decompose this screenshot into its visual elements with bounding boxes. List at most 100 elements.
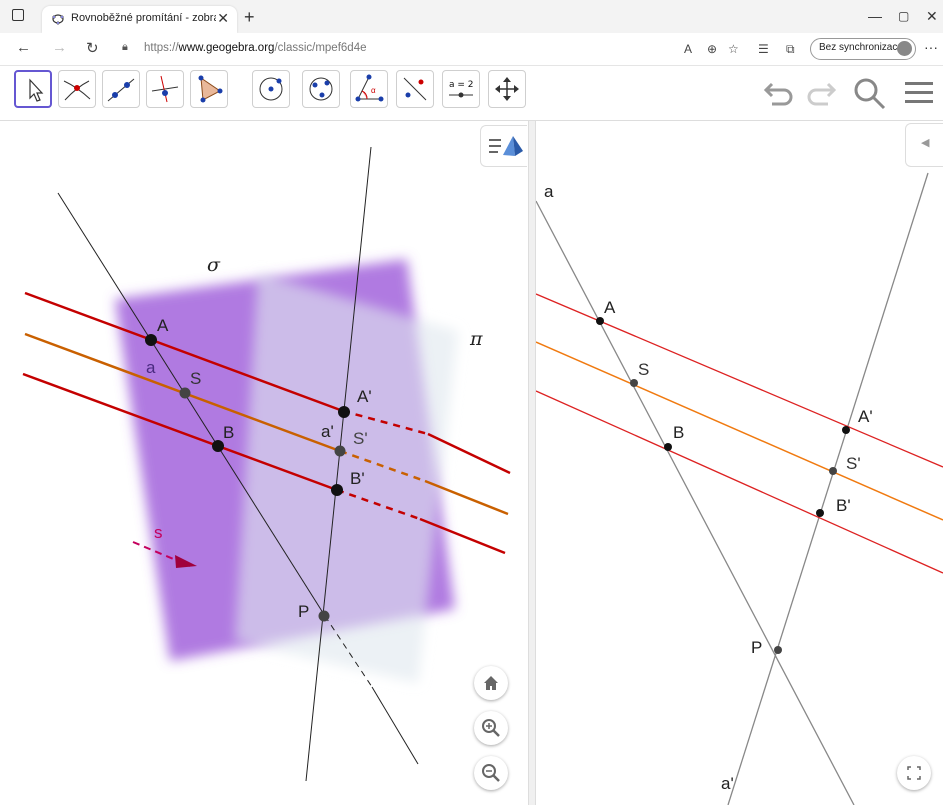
menu-icon[interactable] [903, 78, 935, 108]
point-B[interactable] [664, 443, 672, 451]
point-A[interactable] [596, 317, 604, 325]
refresh-icon[interactable]: ↻ [86, 40, 99, 57]
line-a [536, 200, 855, 805]
slider-tool-button[interactable]: a = 2 [442, 70, 480, 108]
fullscreen-button[interactable] [897, 756, 931, 790]
new-tab-icon[interactable]: + [244, 7, 255, 27]
conic-tool-button[interactable] [302, 70, 340, 108]
algebra-panel-toggle[interactable]: ◀ [905, 123, 943, 167]
favorites-list-icon[interactable]: ☰ [758, 42, 769, 56]
more-icon[interactable]: ··· [924, 39, 938, 55]
address-bar-row: ← → ↻ 🔒︎ https://www.geogebra.org/classi… [0, 33, 943, 66]
graphics-2d-canvas: a A S B A' S' B' P a' [536, 172, 943, 805]
home-button[interactable] [474, 666, 508, 700]
fullscreen-icon [907, 766, 921, 780]
favorite-icon[interactable]: ☆ [728, 42, 739, 56]
line-a-dashed [324, 615, 373, 688]
intersect-tool-button[interactable] [58, 70, 96, 108]
label-P: P [751, 638, 762, 657]
url-host: www.geogebra.org [178, 42, 275, 54]
sync-button[interactable]: Bez synchronizace [810, 38, 916, 60]
perpendicular-icon [151, 75, 179, 103]
slider-label: a = 2 [449, 80, 474, 90]
graphics-view-3d[interactable]: σ π A a S B A' a' S' B' s P [0, 121, 528, 805]
point-P[interactable] [774, 646, 782, 654]
geogebra-favicon-icon [52, 14, 64, 25]
point-S[interactable] [179, 387, 191, 399]
maximize-icon[interactable]: ▢ [898, 9, 910, 23]
tab-actions-icon[interactable] [12, 9, 24, 21]
label-a-prime: a' [721, 774, 734, 793]
view-divider[interactable] [528, 121, 536, 805]
search-icon[interactable] [852, 76, 888, 110]
label-a-prime: a' [321, 422, 334, 441]
line-A-parallel-tail [427, 432, 511, 475]
reflect-tool-button[interactable] [396, 70, 434, 108]
line-A-parallel [536, 293, 943, 468]
back-icon[interactable]: ← [16, 39, 31, 56]
graphics-view-2d[interactable]: a A S B A' S' B' P a' ◀ [536, 121, 943, 805]
line-a-prime [727, 172, 929, 805]
point-S-prime[interactable] [334, 445, 346, 457]
point-B-prime[interactable] [331, 484, 343, 496]
lock-icon: 🔒︎ [122, 41, 128, 53]
line-sp-dashed [339, 449, 426, 483]
line-ap-dashed [342, 409, 429, 436]
label-P: P [298, 602, 309, 621]
line-a-tail [371, 686, 419, 765]
plane-pi [235, 273, 458, 683]
angle-icon: α [355, 74, 384, 102]
style-bar-toggle[interactable] [480, 125, 527, 167]
label-S-prime: S' [353, 429, 368, 448]
line-bp-dashed [336, 488, 421, 521]
read-aloud-icon[interactable]: A [684, 42, 693, 56]
line-icon [107, 78, 135, 102]
label-pi: π [469, 328, 483, 350]
point-A[interactable] [145, 334, 157, 346]
line-S-parallel [536, 341, 943, 521]
label-B: B [223, 423, 234, 442]
zoom-icon[interactable]: ⊕ [707, 42, 718, 56]
point-S-prime[interactable] [829, 467, 837, 475]
minimize-icon[interactable]: — [868, 8, 882, 24]
point-P[interactable] [318, 610, 330, 622]
line-a [57, 192, 326, 617]
label-sigma: σ [207, 254, 221, 276]
reflect-icon [403, 77, 427, 101]
collections-icon[interactable]: ⧉ [786, 42, 795, 56]
zoom-out-button[interactable] [474, 756, 508, 790]
cursor-icon [29, 78, 44, 102]
perpendicular-tool-button[interactable] [146, 70, 184, 108]
polygon-tool-button[interactable] [190, 70, 228, 108]
url-field[interactable]: 🔒︎ https://www.geogebra.org/classic/mpef… [116, 37, 676, 59]
move-view-tool-button[interactable] [488, 70, 526, 108]
forward-icon[interactable]: → [52, 39, 67, 56]
conic-icon [309, 77, 333, 101]
move-tool-button[interactable] [14, 70, 52, 108]
label-A-prime: A' [858, 407, 873, 426]
slider-icon: a = 2 [449, 80, 474, 98]
move-arrows-icon [495, 77, 519, 101]
point-S[interactable] [630, 379, 638, 387]
circle-tool-button[interactable] [252, 70, 290, 108]
line-S-parallel-tail [424, 479, 509, 516]
point-B-prime[interactable] [816, 509, 824, 517]
browser-tab[interactable]: Rovnoběžné promítání - zobraze ✕ [42, 6, 237, 33]
geogebra-toolbar: α a = 2 [0, 66, 943, 121]
label-A: A [157, 316, 169, 335]
point-A-prime[interactable] [338, 406, 350, 418]
close-tab-icon[interactable]: ✕ [217, 10, 229, 26]
label-A-prime: A' [357, 387, 372, 406]
point-A-prime[interactable] [842, 426, 850, 434]
polygon-icon [198, 75, 223, 103]
zoom-out-icon [482, 764, 500, 782]
redo-icon[interactable] [802, 78, 838, 108]
close-window-icon[interactable]: ✕ [926, 8, 938, 24]
line-tool-button[interactable] [102, 70, 140, 108]
zoom-in-button[interactable] [474, 711, 508, 745]
line-a-prime [305, 146, 372, 782]
url-path: /classic/mpef6d4e [274, 42, 367, 54]
undo-icon[interactable] [762, 78, 798, 108]
point-B[interactable] [212, 440, 224, 452]
angle-tool-button[interactable]: α [350, 70, 388, 108]
